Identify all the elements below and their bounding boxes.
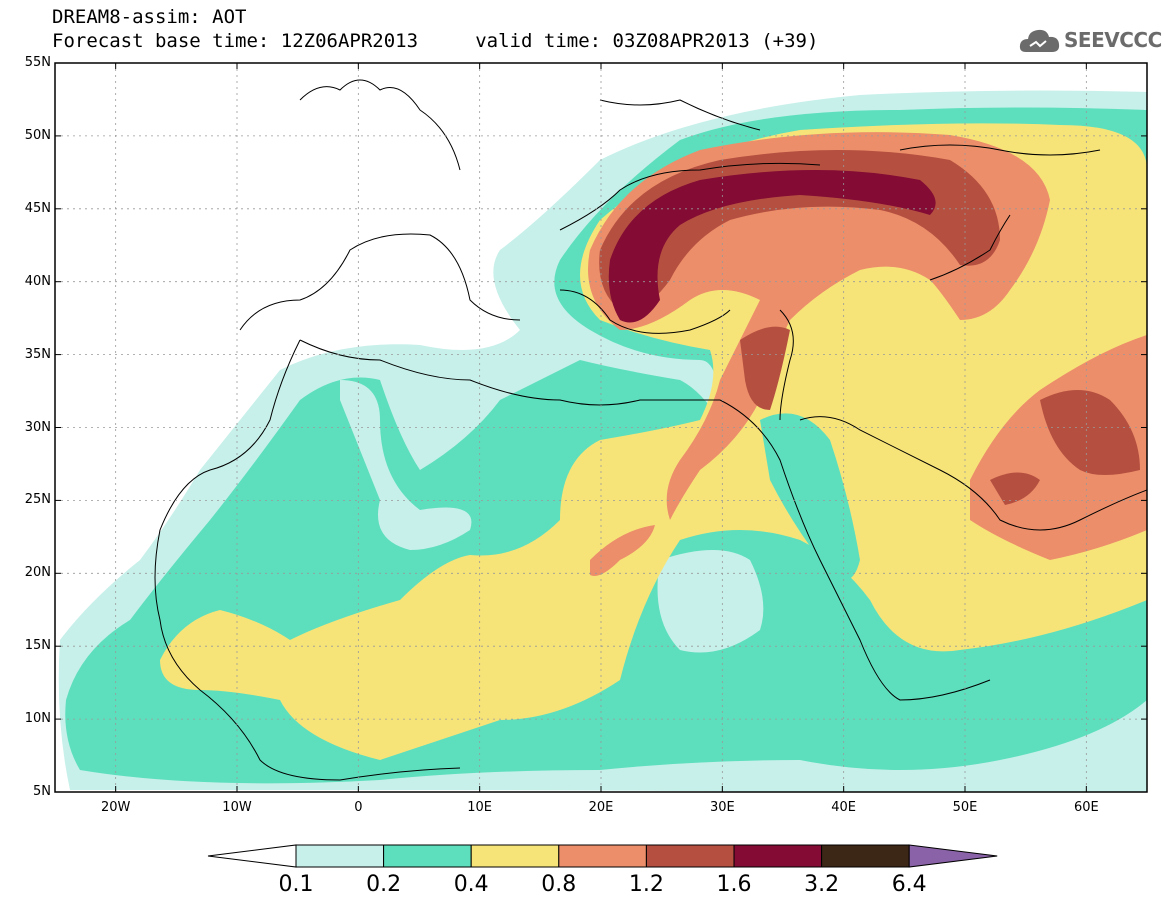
lon-label: 40E (831, 800, 857, 815)
lat-label: 30N (24, 419, 51, 435)
lon-label: 10W (222, 800, 252, 815)
aot-band-0.4 (160, 123, 1147, 761)
colorbar-cell (733, 844, 823, 868)
colorbar-label: 1.6 (716, 872, 752, 897)
forecast-times: Forecast base time: 12Z06APR2013 valid t… (52, 30, 819, 52)
lat-label: 50N (24, 127, 51, 143)
colorbar-cell (645, 844, 735, 868)
logo-text: SEEVCCC (1064, 28, 1162, 52)
colorbar-cell-under (207, 844, 297, 868)
lon-label: 50E (952, 800, 978, 815)
colorbar-label: 0.2 (366, 872, 402, 897)
colorbar-cell-over (908, 844, 998, 868)
colorbar-cell (383, 844, 472, 868)
colorbar-label: 1.2 (628, 872, 664, 897)
lat-label: 5N (33, 784, 51, 799)
colorbar-cell (470, 844, 560, 868)
lon-label: 20W (100, 800, 131, 815)
colorbar-cell (295, 844, 385, 868)
lat-label: 10N (24, 711, 51, 727)
axis-ticks (55, 62, 1147, 793)
colorbar-cell (558, 844, 647, 868)
colorbar-label: 6.4 (891, 872, 927, 897)
lat-label: 55N (24, 55, 51, 70)
lat-label: 25N (24, 492, 51, 508)
lon-label: 10E (467, 800, 493, 815)
seevccc-logo: SEEVCCC (1018, 24, 1162, 58)
lat-label: 15N (24, 638, 51, 654)
colorbar-label: 0.1 (278, 872, 314, 897)
lon-label: 60E (1073, 800, 1099, 815)
aot-hole-sahara (340, 380, 472, 550)
cloud-icon (1019, 29, 1060, 52)
colorbar-label: 0.4 (453, 872, 489, 897)
lat-label: 35N (24, 346, 51, 362)
lon-label: 30E (709, 800, 735, 815)
lat-label: 20N (24, 565, 51, 581)
coastlines (154, 79, 1147, 781)
lat-label: 40N (24, 273, 51, 289)
lat-lon-grid (55, 63, 1147, 792)
colorbar-label: 3.2 (804, 872, 840, 897)
lon-label: 20E (588, 800, 614, 815)
colorbar-cell (821, 844, 910, 868)
aot-band-1.6 (608, 170, 936, 323)
colorbar-label: 0.8 (541, 872, 577, 897)
lon-label: 0 (354, 800, 363, 815)
lat-label: 45N (24, 200, 51, 216)
map-title: DREAM8-assim: AOT (52, 6, 247, 28)
